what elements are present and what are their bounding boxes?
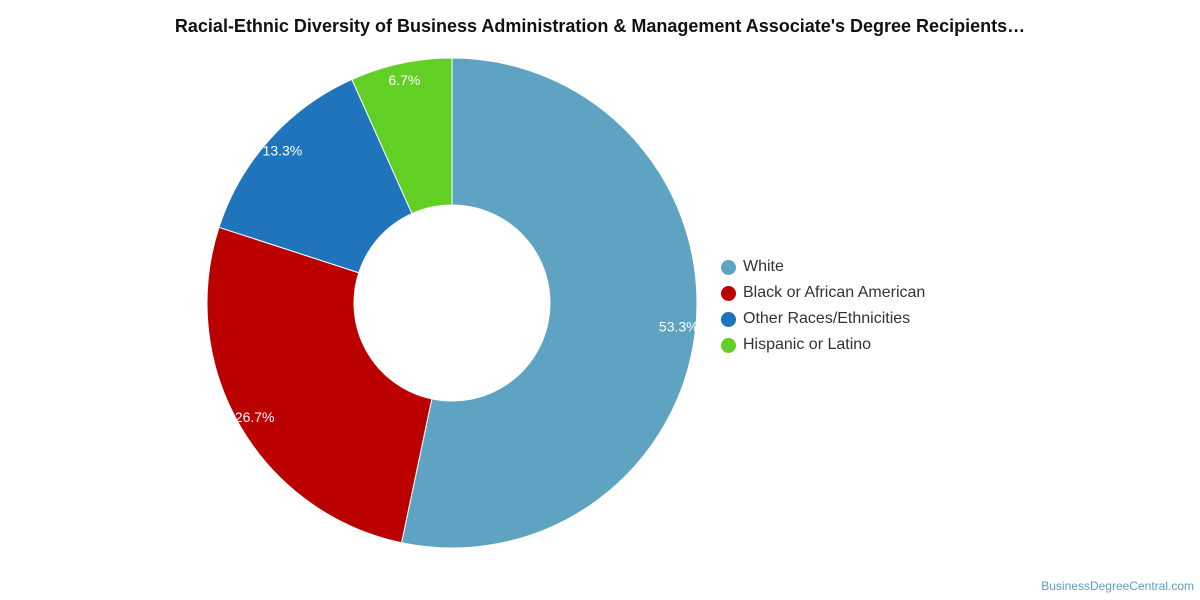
legend-item-other-races-ethnicities[interactable]: Other Races/Ethnicities xyxy=(721,306,925,332)
legend-item-black-or-african-american[interactable]: Black or African American xyxy=(721,280,925,306)
legend-label: Other Races/Ethnicities xyxy=(743,310,911,327)
legend-item-white[interactable]: White xyxy=(721,254,925,280)
slice-black-or-african-american[interactable] xyxy=(206,226,433,544)
slice-other-races-ethnicities[interactable] xyxy=(218,78,413,274)
slices-group xyxy=(206,57,698,549)
legend-label: Black or African American xyxy=(743,284,926,301)
slice-white[interactable] xyxy=(400,57,698,549)
legend-swatch-icon xyxy=(721,311,736,327)
legend-label: Hispanic or Latino xyxy=(743,336,872,353)
slice-label-other-races-ethnicities: 13.3% xyxy=(263,143,303,159)
watermark[interactable]: BusinessDegreeCentral.com xyxy=(1041,579,1194,593)
legend-item-hispanic-or-latino[interactable]: Hispanic or Latino xyxy=(721,332,925,358)
chart-title: Racial-Ethnic Diversity of Business Admi… xyxy=(174,16,1026,36)
legend-swatch-icon xyxy=(721,285,736,301)
slice-label-black-or-african-american: 26.7% xyxy=(235,409,275,425)
legend-label: White xyxy=(743,258,784,275)
legend-swatch-icon xyxy=(721,259,736,275)
chart-legend: White Black or African American Other Race… xyxy=(721,254,925,358)
slice-labels-group: 53.3% 26.7% 13.3% 6.7% xyxy=(235,72,699,425)
legend-swatch-icon xyxy=(721,337,736,353)
slice-hispanic-or-latino[interactable] xyxy=(351,57,453,215)
slice-label-white: 53.3% xyxy=(659,319,699,335)
slice-label-hispanic-or-latino: 6.7% xyxy=(388,72,420,88)
